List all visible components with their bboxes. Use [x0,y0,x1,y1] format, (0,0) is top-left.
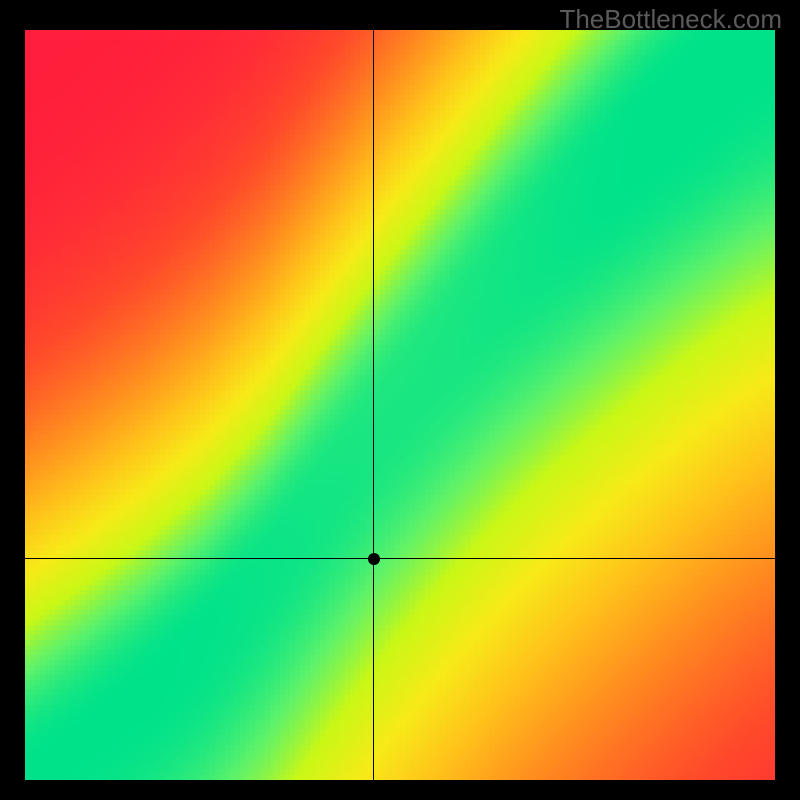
crosshair-horizontal [25,558,775,559]
watermark-text: TheBottleneck.com [559,4,782,35]
crosshair-vertical [373,30,374,780]
selection-marker [368,553,380,565]
bottleneck-heatmap [25,30,775,780]
chart-container: TheBottleneck.com [0,0,800,800]
